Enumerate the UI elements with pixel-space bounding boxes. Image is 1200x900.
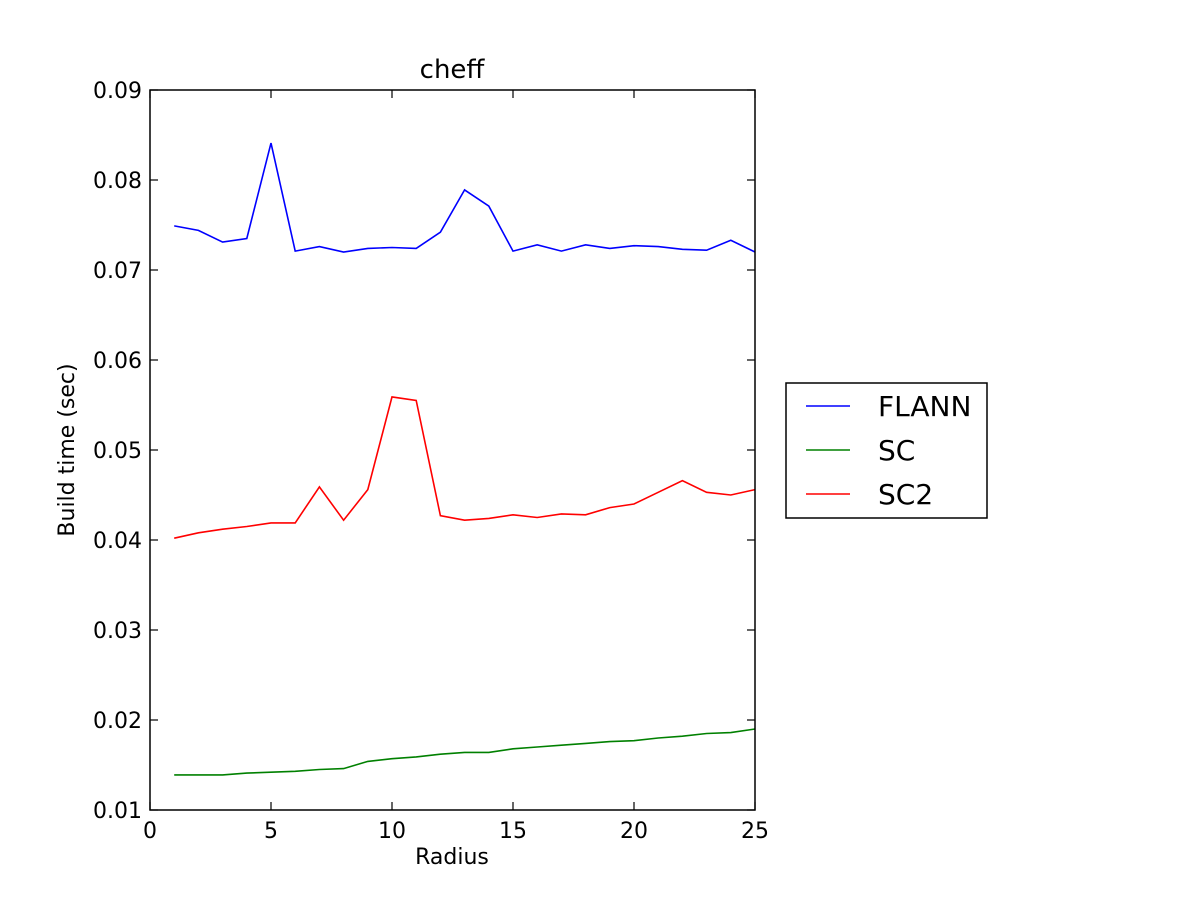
y-tick-label: 0.03 xyxy=(93,619,142,644)
x-axis-ticks: 0 5 10 15 20 25 xyxy=(143,90,769,844)
legend-label-sc2: SC2 xyxy=(878,478,933,511)
legend-items: FLANN SC SC2 xyxy=(806,390,971,511)
y-tick-label: 0.04 xyxy=(93,529,142,554)
x-tick-label: 0 xyxy=(143,819,157,844)
chart-title: cheff xyxy=(420,55,486,85)
x-tick-label: 25 xyxy=(741,819,769,844)
series-line-flann xyxy=(174,142,756,253)
x-axis-label: Radius xyxy=(415,845,489,870)
y-tick-label: 0.06 xyxy=(93,349,142,374)
legend-label-flann: FLANN xyxy=(878,390,971,423)
y-tick-label: 0.05 xyxy=(93,439,142,464)
y-tick-label: 0.07 xyxy=(93,259,142,284)
y-tick-label: 0.01 xyxy=(93,799,142,824)
series-line-sc2 xyxy=(174,396,756,539)
x-tick-label: 20 xyxy=(620,819,648,844)
y-axis-label: Build time (sec) xyxy=(55,363,80,536)
y-tick-label: 0.08 xyxy=(93,169,142,194)
y-tick-label: 0.02 xyxy=(93,709,142,734)
x-tick-label: 15 xyxy=(499,819,527,844)
y-axis-ticks: 0.01 0.02 0.03 0.04 0.05 0.06 0.07 0.08 0.09 xyxy=(93,79,755,824)
series-line-sc xyxy=(174,728,756,776)
legend: FLANN SC SC2 xyxy=(785,382,988,519)
series-layer xyxy=(174,142,756,776)
y-tick-label: 0.09 xyxy=(93,79,142,104)
x-tick-label: 10 xyxy=(378,819,406,844)
legend-label-sc: SC xyxy=(878,434,915,467)
x-tick-label: 5 xyxy=(264,819,278,844)
